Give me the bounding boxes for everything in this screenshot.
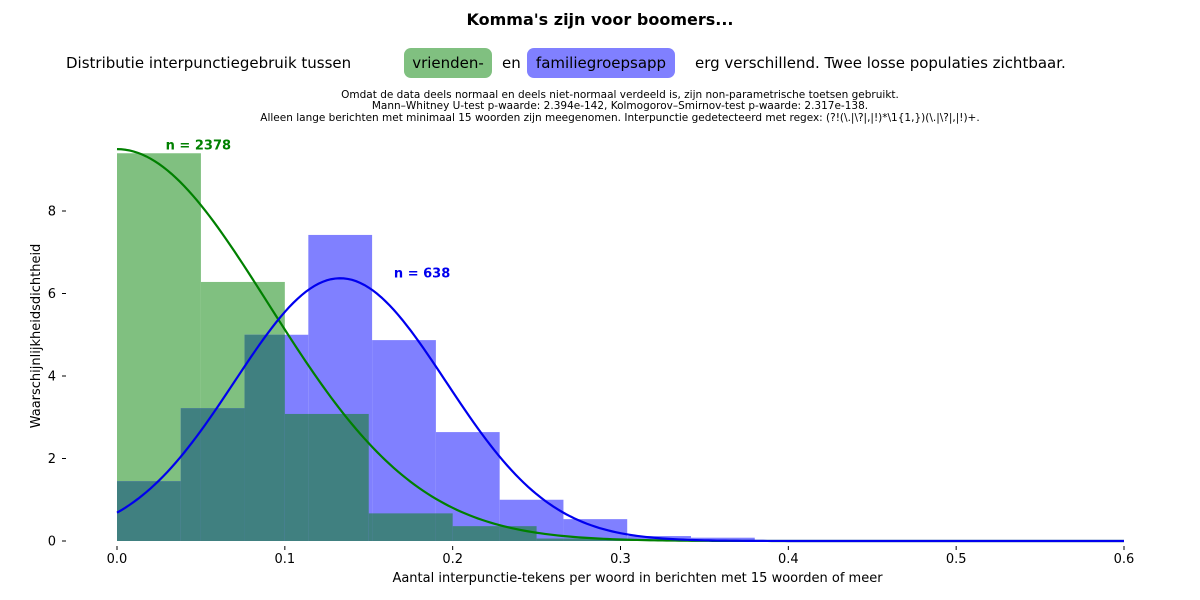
sample-size-label-0: n = 2378 bbox=[166, 139, 231, 154]
overlap-bar-8 bbox=[435, 513, 453, 541]
y-axis-label: Waarschijnlijkheidsdichtheid bbox=[29, 244, 44, 429]
overlap-bar-2 bbox=[200, 408, 245, 541]
overlap-bar-10 bbox=[499, 526, 537, 541]
note-line-2: Mann–Whitney U-test p-waarde: 2.394e-142… bbox=[371, 100, 869, 112]
y-tick-label-1: 2 bbox=[48, 452, 56, 467]
x-tick-label-2: 0.2 bbox=[442, 552, 463, 567]
y-tick-label-4: 8 bbox=[48, 205, 56, 220]
overlap-bar-5 bbox=[308, 413, 369, 541]
y-tick-label-2: 4 bbox=[48, 370, 56, 385]
subtitle: Distributie interpunctiegebruik tussen v… bbox=[0, 48, 1200, 78]
subtitle-part1: Distributie interpunctiegebruik tussen bbox=[66, 54, 352, 72]
x-tick-label-1: 0.1 bbox=[274, 552, 295, 567]
sample-size-label-1: n = 638 bbox=[394, 267, 450, 282]
overlap-bar-1 bbox=[180, 408, 201, 541]
blue-bar-4 bbox=[372, 340, 436, 541]
x-axis-label: Aantal interpunctie-tekens per woord in … bbox=[392, 571, 883, 586]
overlap-bar-12 bbox=[563, 538, 621, 541]
overlap-bar-7 bbox=[372, 513, 436, 541]
x-tick-label-3: 0.3 bbox=[610, 552, 631, 567]
x-tick-label-5: 0.5 bbox=[946, 552, 967, 567]
y-tick-label-0: 0 bbox=[48, 535, 56, 550]
note-line-3: Alleen lange berichten met minimaal 15 w… bbox=[260, 112, 980, 124]
overlap-bar-4 bbox=[284, 413, 309, 541]
blue-bar-9 bbox=[690, 537, 755, 541]
overlap-bar-6 bbox=[368, 513, 373, 541]
overlap-bar-9 bbox=[452, 526, 500, 541]
group2-badge: familiegroepsapp bbox=[527, 48, 675, 78]
overlap-bar-11 bbox=[536, 538, 564, 541]
x-tick-label-0: 0.0 bbox=[107, 552, 128, 567]
note-line-1: Omdat de data deels normaal en deels nie… bbox=[341, 89, 899, 101]
x-tick-label-4: 0.4 bbox=[778, 552, 799, 567]
y-tick-label-3: 6 bbox=[48, 287, 56, 302]
density-curves bbox=[116, 148, 1124, 543]
subtitle-connector: en bbox=[502, 54, 521, 72]
blue-density-curve bbox=[116, 277, 1124, 543]
blue-bar-7 bbox=[563, 519, 628, 541]
annotations: n = 2378 n = 638 bbox=[166, 139, 451, 282]
axes: 0.0 0.1 0.2 0.3 0.4 0.5 0.6 0 2 4 6 8 Aantal interpu… bbox=[29, 205, 1134, 587]
chart-title: Komma's zijn voor boomers... bbox=[466, 10, 734, 29]
overlap-bar-3 bbox=[244, 334, 285, 541]
group1-badge: vrienden- bbox=[404, 48, 492, 78]
x-tick-label-6: 0.6 bbox=[1114, 552, 1135, 567]
subtitle-part2: erg verschillend. Twee losse populaties … bbox=[695, 54, 1066, 72]
